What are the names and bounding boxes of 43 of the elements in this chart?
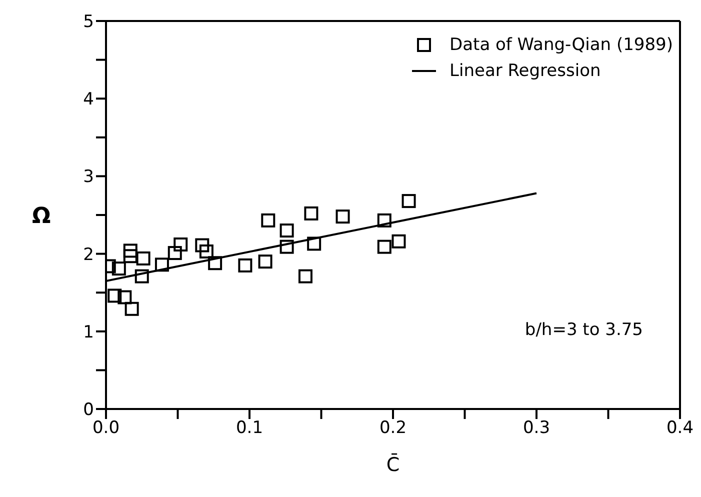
x-tick-label: 0.1 xyxy=(236,418,264,438)
y-tick-label: 3 xyxy=(83,167,94,188)
point xyxy=(136,251,150,266)
point xyxy=(168,246,182,260)
legend-label: Data of Wang-Qian (1989) xyxy=(450,35,673,55)
point xyxy=(134,269,149,284)
point xyxy=(208,256,222,270)
point xyxy=(280,224,294,238)
point xyxy=(258,254,272,269)
point xyxy=(304,206,318,220)
point xyxy=(108,288,122,303)
annotation: b/h=3 to 3.75 xyxy=(524,320,643,340)
y-tick-label: 2 xyxy=(83,244,94,265)
point xyxy=(280,240,294,254)
y-tick-label: 0 xyxy=(83,400,94,420)
point xyxy=(336,210,350,224)
point xyxy=(174,237,188,252)
point xyxy=(261,213,276,228)
point xyxy=(154,258,169,272)
point xyxy=(112,262,126,276)
point xyxy=(402,194,416,208)
point xyxy=(238,258,252,272)
legend-label: Linear Regression xyxy=(450,61,601,81)
y-axis-title: Ω xyxy=(32,204,51,229)
point xyxy=(195,238,210,252)
y-tick-label: 5 xyxy=(83,12,94,32)
x-tick-label: 0.0 xyxy=(92,418,120,438)
point xyxy=(307,236,322,251)
y-tick-label: 1 xyxy=(83,322,94,342)
point xyxy=(392,234,406,248)
point xyxy=(377,213,392,228)
point xyxy=(124,302,139,316)
point xyxy=(377,240,392,254)
x-axis-title: C̄ xyxy=(386,452,400,476)
point xyxy=(123,249,138,264)
point xyxy=(199,244,214,258)
x-tick-label: 0.3 xyxy=(522,418,550,438)
x-tick-label: 0.2 xyxy=(379,418,407,438)
point xyxy=(118,290,132,304)
y-tick-label: 4 xyxy=(83,90,94,110)
point xyxy=(123,244,138,258)
x-tick-label: 0.4 xyxy=(666,418,694,438)
point xyxy=(298,269,312,284)
